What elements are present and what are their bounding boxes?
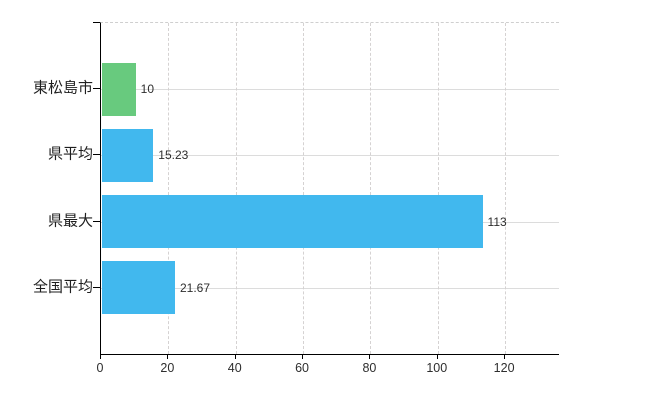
bar-value-label: 113 [487,214,507,229]
gridline-vertical [505,23,507,354]
bar-value-label: 21.67 [179,280,210,295]
bar [102,62,136,116]
y-axis-tick [93,154,100,156]
y-axis-tick [93,220,100,222]
gridline-vertical [370,23,372,354]
bar [102,128,154,182]
gridline-horizontal [101,155,559,157]
x-axis-tick-label: 100 [426,361,448,375]
x-axis-tick [369,354,371,359]
gridline-horizontal [101,287,559,289]
gridline-vertical [303,23,305,354]
y-axis-tick [93,286,100,288]
x-axis-tick-label: 40 [227,361,242,375]
x-axis-tick [167,354,169,359]
category-label: 全国平均 [32,278,93,296]
x-axis-tick [234,354,236,359]
gridline-horizontal [101,89,559,91]
category-label: 県最大 [47,212,93,230]
x-axis-tick [100,354,101,359]
bar [102,261,175,315]
x-axis-tick [436,354,438,359]
y-axis-top-tick [93,22,100,23]
x-axis-tick-label: 120 [493,361,515,375]
x-axis-tick-label: 0 [96,361,104,375]
x-axis-tick [504,354,506,359]
category-label: 東松島市 [32,79,93,97]
gridline-vertical [437,23,439,354]
bar-value-label: 15.23 [158,148,189,163]
gridline-vertical [168,23,170,354]
plot-area: 10 15.23 113 21.67 [100,22,559,355]
x-axis-tick-label: 20 [160,361,175,375]
bar [102,195,483,249]
x-axis-tick-label: 60 [295,361,309,375]
bar-value-label: 10 [140,82,155,97]
x-axis-tick-label: 80 [362,361,377,375]
gridline-vertical [235,23,237,354]
x-axis-tick [302,354,304,359]
category-label: 県平均 [47,145,93,163]
y-axis-tick [93,88,100,90]
